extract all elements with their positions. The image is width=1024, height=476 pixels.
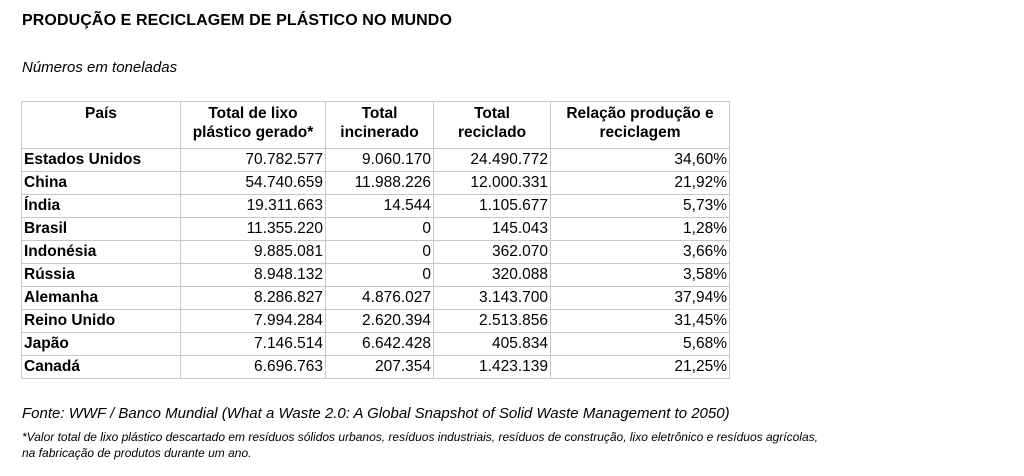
column-header-ratio: Relação produção e reciclagem [550, 101, 730, 149]
cell-total-generated: 11.355.220 [180, 217, 326, 241]
table-row: Estados Unidos 70.782.577 9.060.170 24.4… [21, 148, 730, 172]
cell-country: Indonésia [21, 240, 181, 264]
cell-incinerated: 207.354 [325, 355, 434, 379]
cell-ratio: 21,92% [550, 171, 730, 195]
cell-ratio: 5,68% [550, 332, 730, 356]
cell-country: Alemanha [21, 286, 181, 310]
column-header-line: Relação produção e [566, 105, 714, 122]
table-row: Brasil 11.355.220 0 145.043 1,28% [21, 217, 730, 241]
cell-total-generated: 19.311.663 [180, 194, 326, 218]
footnote-line: na fabricação de produtos durante um ano… [22, 446, 252, 460]
cell-total-generated: 7.146.514 [180, 332, 326, 356]
cell-ratio: 1,28% [550, 217, 730, 241]
column-header-line: reciclagem [599, 124, 681, 141]
cell-ratio: 3,58% [550, 263, 730, 287]
column-header-country: País [21, 101, 181, 149]
column-header-line: reciclado [457, 124, 527, 141]
source-note: Fonte: WWF / Banco Mundial (What a Waste… [22, 405, 730, 422]
table-row: Canadá 6.696.763 207.354 1.423.139 21,25… [21, 355, 730, 379]
cell-ratio: 3,66% [550, 240, 730, 264]
cell-recycled: 145.043 [433, 217, 551, 241]
column-header-incinerated: Total incinerado [325, 101, 434, 149]
cell-incinerated: 4.876.027 [325, 286, 434, 310]
column-header-line: plástico gerado* [192, 124, 314, 141]
table-row: Alemanha 8.286.827 4.876.027 3.143.700 3… [21, 286, 730, 310]
cell-country: Estados Unidos [21, 148, 181, 172]
cell-country: China [21, 171, 181, 195]
column-header-total-generated: Total de lixo plástico gerado* [180, 101, 326, 149]
table-row: Índia 19.311.663 14.544 1.105.677 5,73% [21, 194, 730, 218]
cell-recycled: 320.088 [433, 263, 551, 287]
footnote-line: *Valor total de lixo plástico descartado… [22, 430, 818, 444]
table-body: Estados Unidos 70.782.577 9.060.170 24.4… [21, 148, 730, 379]
column-header-line: Total de lixo [208, 105, 298, 122]
cell-recycled: 1.423.139 [433, 355, 551, 379]
cell-incinerated: 6.642.428 [325, 332, 434, 356]
table-subtitle: Números em toneladas [22, 59, 178, 76]
cell-total-generated: 8.286.827 [180, 286, 326, 310]
cell-recycled: 24.490.772 [433, 148, 551, 172]
cell-incinerated: 0 [325, 217, 434, 241]
cell-ratio: 5,73% [550, 194, 730, 218]
column-header-recycled: Total reciclado [433, 101, 551, 149]
page-title: PRODUÇÃO E RECICLAGEM DE PLÁSTICO NO MUN… [22, 12, 452, 29]
cell-country: Rússia [21, 263, 181, 287]
footnote: *Valor total de lixo plástico descartado… [22, 429, 1017, 461]
cell-incinerated: 0 [325, 263, 434, 287]
cell-total-generated: 7.994.284 [180, 309, 326, 333]
table-row: China 54.740.659 11.988.226 12.000.331 2… [21, 171, 730, 195]
table-row: Rússia 8.948.132 0 320.088 3,58% [21, 263, 730, 287]
cell-incinerated: 9.060.170 [325, 148, 434, 172]
column-header-line: Total [361, 105, 398, 122]
cell-country: Canadá [21, 355, 181, 379]
cell-recycled: 3.143.700 [433, 286, 551, 310]
cell-incinerated: 2.620.394 [325, 309, 434, 333]
cell-ratio: 21,25% [550, 355, 730, 379]
column-header-line: Total [474, 105, 510, 122]
cell-recycled: 2.513.856 [433, 309, 551, 333]
cell-incinerated: 0 [325, 240, 434, 264]
data-table: País Total de lixo plástico gerado* Tota… [21, 101, 730, 379]
cell-incinerated: 14.544 [325, 194, 434, 218]
table-row: Indonésia 9.885.081 0 362.070 3,66% [21, 240, 730, 264]
cell-ratio: 34,60% [550, 148, 730, 172]
cell-total-generated: 54.740.659 [180, 171, 326, 195]
cell-country: Brasil [21, 217, 181, 241]
cell-ratio: 37,94% [550, 286, 730, 310]
column-header-line: País [85, 105, 117, 122]
cell-recycled: 1.105.677 [433, 194, 551, 218]
cell-total-generated: 70.782.577 [180, 148, 326, 172]
table-header-row: País Total de lixo plástico gerado* Tota… [21, 101, 730, 149]
cell-country: Japão [21, 332, 181, 356]
cell-recycled: 12.000.331 [433, 171, 551, 195]
cell-ratio: 31,45% [550, 309, 730, 333]
column-header-line: incinerado [340, 124, 419, 141]
cell-country: Índia [21, 194, 181, 218]
cell-total-generated: 6.696.763 [180, 355, 326, 379]
cell-recycled: 362.070 [433, 240, 551, 264]
table-row: Reino Unido 7.994.284 2.620.394 2.513.85… [21, 309, 730, 333]
table-row: Japão 7.146.514 6.642.428 405.834 5,68% [21, 332, 730, 356]
cell-total-generated: 9.885.081 [180, 240, 326, 264]
cell-country: Reino Unido [21, 309, 181, 333]
cell-total-generated: 8.948.132 [180, 263, 326, 287]
cell-recycled: 405.834 [433, 332, 551, 356]
cell-incinerated: 11.988.226 [325, 171, 434, 195]
